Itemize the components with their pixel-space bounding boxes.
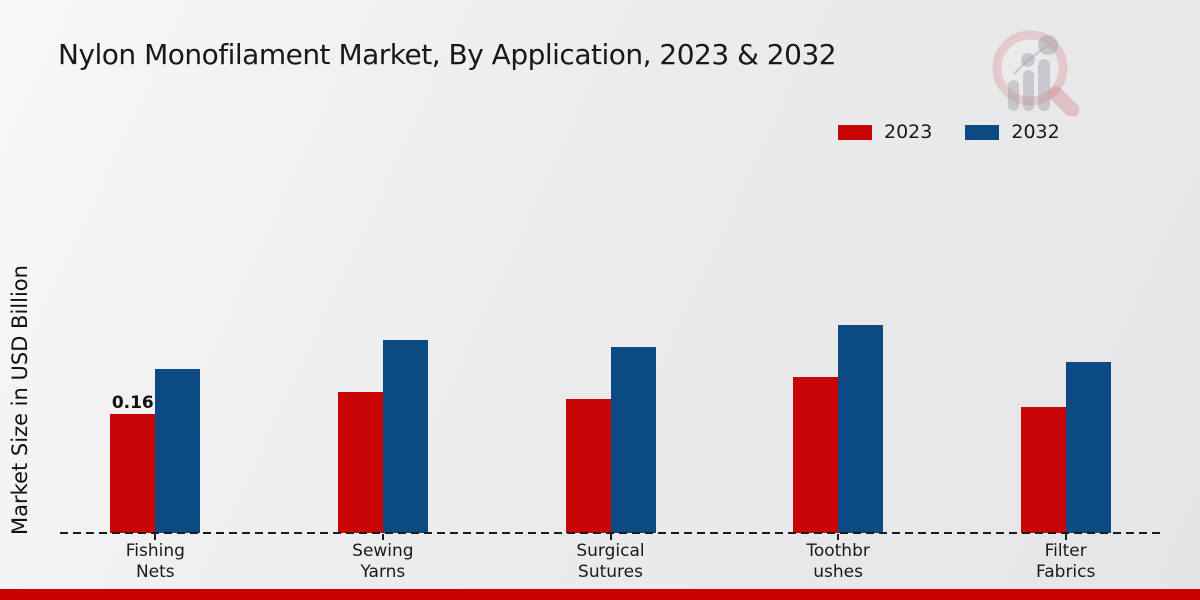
category-label-toothbrushes: Toothbr ushes xyxy=(806,541,870,582)
legend-label-2032: 2032 xyxy=(1011,121,1060,143)
x-axis-tick xyxy=(1064,534,1067,540)
bar-2023-fishing-nets xyxy=(110,414,156,533)
bar-2023-filter-fabrics xyxy=(1020,407,1066,533)
legend: 2023 2032 xyxy=(838,121,1060,143)
bar-2032-toothbrushes xyxy=(838,325,884,533)
x-axis-tick xyxy=(609,534,612,540)
chart-title: Nylon Monofilament Market, By Applicatio… xyxy=(58,38,837,71)
x-axis-tick xyxy=(837,534,840,540)
x-axis-tick xyxy=(381,534,384,540)
bar-value-label: 0.16 xyxy=(111,393,154,413)
category-label-sewing-yarns: Sewing Yarns xyxy=(352,541,414,582)
bar-2023-surgical-sutures xyxy=(565,399,611,533)
bar-2032-filter-fabrics xyxy=(1065,362,1111,533)
bar-2032-sewing-yarns xyxy=(382,340,428,533)
legend-item-2032: 2032 xyxy=(965,121,1060,143)
category-label-fishing-nets: Fishing Nets xyxy=(125,541,185,582)
legend-item-2023: 2023 xyxy=(838,121,932,143)
legend-swatch-2032 xyxy=(965,124,1000,140)
x-axis-baseline xyxy=(60,532,1160,534)
x-axis-tick xyxy=(154,534,157,540)
bar-2032-surgical-sutures xyxy=(610,347,656,533)
legend-swatch-2023 xyxy=(838,124,872,140)
bar-2023-toothbrushes xyxy=(793,377,839,533)
category-label-surgical-sutures: Surgical Sutures xyxy=(576,541,645,582)
bar-2023-sewing-yarns xyxy=(337,392,383,533)
bar-2032-fishing-nets xyxy=(155,369,201,533)
magnifier-bar-chart-logo-icon xyxy=(992,30,1080,116)
category-label-filter-fabrics: Filter Fabrics xyxy=(1036,541,1096,582)
footer-accent-bar xyxy=(0,589,1200,600)
legend-label-2023: 2023 xyxy=(884,121,933,143)
